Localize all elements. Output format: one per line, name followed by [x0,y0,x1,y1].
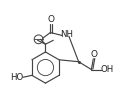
Text: NH: NH [60,30,74,39]
Text: OH: OH [100,65,114,74]
Text: O: O [91,50,98,59]
Text: HO: HO [11,73,24,82]
Text: O: O [48,15,55,24]
